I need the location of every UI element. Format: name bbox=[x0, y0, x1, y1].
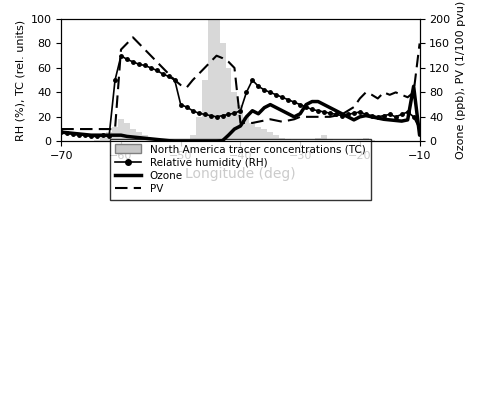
Bar bbox=[136, 131, 142, 141]
Bar bbox=[124, 123, 130, 141]
Bar bbox=[219, 43, 225, 141]
Bar bbox=[207, 19, 213, 141]
Bar bbox=[362, 138, 368, 141]
Bar bbox=[279, 138, 285, 141]
Bar bbox=[142, 135, 147, 141]
Bar bbox=[243, 117, 249, 141]
Bar bbox=[273, 135, 279, 141]
Bar bbox=[290, 140, 297, 141]
Bar bbox=[255, 127, 261, 141]
Legend: North America tracer concentrations (TC), Relative humidity (RH), Ozone, PV: North America tracer concentrations (TC)… bbox=[110, 139, 370, 200]
Bar bbox=[225, 68, 231, 141]
Bar bbox=[249, 123, 255, 141]
Bar bbox=[195, 117, 201, 141]
Bar bbox=[213, 19, 219, 141]
Bar bbox=[237, 105, 243, 141]
Bar bbox=[285, 139, 290, 141]
Y-axis label: Ozone (ppb), PV (1/100 pvu): Ozone (ppb), PV (1/100 pvu) bbox=[455, 1, 465, 159]
Y-axis label: RH (%), TC (rel. units): RH (%), TC (rel. units) bbox=[15, 20, 25, 141]
Bar bbox=[314, 138, 320, 141]
Bar bbox=[231, 92, 237, 141]
Bar bbox=[100, 135, 106, 141]
Bar bbox=[326, 139, 332, 141]
Bar bbox=[130, 129, 136, 141]
Bar bbox=[201, 80, 207, 141]
Bar bbox=[94, 140, 100, 141]
Bar bbox=[118, 119, 124, 141]
Bar bbox=[368, 140, 374, 141]
Bar bbox=[147, 138, 154, 141]
Bar bbox=[154, 139, 159, 141]
X-axis label: Longitude (deg): Longitude (deg) bbox=[185, 167, 295, 181]
Bar bbox=[112, 127, 118, 141]
Bar bbox=[356, 139, 362, 141]
Bar bbox=[320, 135, 326, 141]
Bar bbox=[267, 131, 273, 141]
Bar bbox=[189, 135, 195, 141]
Bar bbox=[159, 140, 166, 141]
Bar bbox=[106, 131, 112, 141]
Bar bbox=[261, 129, 267, 141]
